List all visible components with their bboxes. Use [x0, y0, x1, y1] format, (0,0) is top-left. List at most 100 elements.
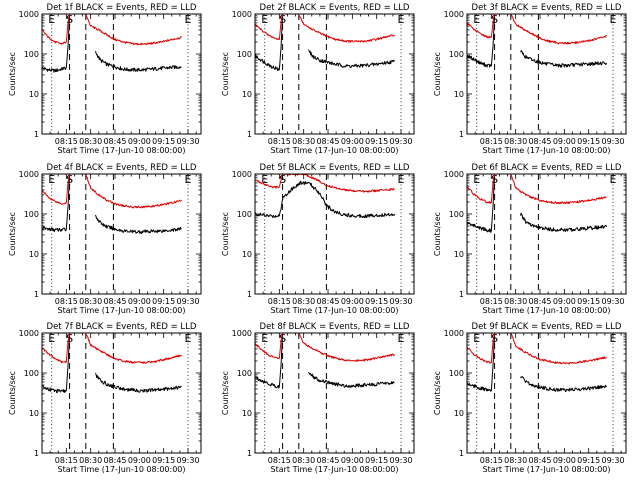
- lld-series-line: [510, 333, 607, 365]
- y-tick-label: 1: [459, 290, 464, 299]
- plot-frame: [41, 173, 202, 295]
- panel-det-2: Det 2f BLACK = Events, RED = LLD 1 10 100 10…: [221, 3, 415, 155]
- x-tick-label: 08:30: [292, 137, 315, 146]
- x-tick-label: 08:15: [55, 456, 78, 465]
- series-group: [255, 174, 395, 219]
- series-group: [255, 14, 395, 71]
- x-tick-label: 08:45: [103, 297, 126, 306]
- events-series-line: [42, 15, 71, 73]
- plot-frame: [254, 173, 415, 295]
- x-tick-label: 08:45: [316, 456, 339, 465]
- marker-label: E: [610, 332, 617, 345]
- lld-series-line: [85, 333, 182, 364]
- x-tick-label: 08:15: [55, 297, 78, 306]
- events-series-line: [255, 334, 284, 389]
- panel-title: Det 9f BLACK = Events, RED = LLD: [472, 322, 622, 332]
- y-tick-label: 1: [247, 290, 252, 299]
- events-series-line: [255, 180, 395, 219]
- x-axis-label: Start Time (17-Jun-10 08:00:00): [58, 306, 186, 315]
- x-axis-label: Start Time (17-Jun-10 08:00:00): [483, 146, 611, 155]
- lld-series-line: [467, 174, 496, 204]
- x-tick-label: 09:15: [577, 137, 600, 146]
- panel-title: Det 8f BLACK = Events, RED = LLD: [260, 322, 410, 332]
- panel-det-5: Det 5f BLACK = Events, RED = LLD 1 10 100 10…: [221, 163, 415, 315]
- panel-title: Det 1f BLACK = Events, RED = LLD: [47, 3, 197, 13]
- marker-label: E: [185, 13, 192, 26]
- x-tick-label: 09:15: [577, 456, 600, 465]
- y-tick-label: 100: [237, 369, 252, 378]
- marker-label: E: [48, 332, 55, 345]
- x-tick-label: 09:30: [601, 297, 624, 306]
- x-tick-label: 09:30: [601, 456, 624, 465]
- plot-frame: [466, 13, 627, 135]
- y-axis-label: Counts/sec: [433, 212, 442, 256]
- x-tick-label: 09:30: [176, 297, 199, 306]
- panel-det-1: Det 1f BLACK = Events, RED = LLD 1 10 100 10…: [8, 3, 202, 155]
- x-tick-label: 09:30: [176, 137, 199, 146]
- x-tick-label: 09:00: [128, 297, 151, 306]
- y-tick-label: 100: [24, 50, 39, 59]
- y-tick-label: 100: [449, 369, 464, 378]
- marker-label: E: [473, 173, 480, 186]
- events-series-line: [520, 50, 607, 68]
- x-tick-label: 09:15: [152, 297, 175, 306]
- y-tick-label: 10: [242, 90, 252, 99]
- x-tick-label: 08:30: [504, 137, 527, 146]
- x-tick-label: 08:15: [268, 456, 291, 465]
- x-tick-label: 09:00: [553, 137, 576, 146]
- marker-label: E: [473, 13, 480, 26]
- x-tick-label: 09:00: [341, 456, 364, 465]
- x-tick-label: 09:00: [553, 297, 576, 306]
- x-tick-label: 08:30: [79, 297, 102, 306]
- marker-label: E: [473, 332, 480, 345]
- events-series-line: [95, 50, 182, 72]
- y-tick-label: 1000: [444, 10, 464, 19]
- y-tick-label: 1: [34, 290, 39, 299]
- lld-series-line: [255, 333, 284, 360]
- lld-series-line: [298, 333, 395, 362]
- y-tick-label: 1000: [19, 10, 39, 19]
- panel-title: Det 2f BLACK = Events, RED = LLD: [260, 3, 410, 13]
- marker-label: E: [185, 173, 192, 186]
- x-tick-label: 08:45: [528, 137, 551, 146]
- y-tick-label: 1000: [19, 329, 39, 338]
- x-tick-label: 09:00: [128, 137, 151, 146]
- x-tick-label: 09:00: [341, 137, 364, 146]
- series-group: [42, 14, 182, 73]
- lld-series-line: [255, 14, 284, 40]
- events-series-line: [520, 376, 607, 392]
- plot-frame: [254, 13, 415, 135]
- x-tick-label: 08:15: [480, 137, 503, 146]
- y-tick-label: 1000: [444, 170, 464, 179]
- panel-title: Det 3f BLACK = Events, RED = LLD: [472, 3, 622, 13]
- plot-frame: [41, 332, 202, 454]
- events-series-line: [520, 212, 607, 232]
- y-tick-label: 10: [242, 250, 252, 259]
- lld-series-line: [255, 174, 395, 193]
- x-tick-label: 08:45: [316, 137, 339, 146]
- series-group: [42, 174, 182, 234]
- x-tick-label: 08:15: [268, 137, 291, 146]
- marker-label: E: [610, 173, 617, 186]
- y-axis-label: Counts/sec: [8, 212, 17, 256]
- x-tick-label: 08:45: [103, 137, 126, 146]
- y-tick-label: 1000: [232, 170, 252, 179]
- y-axis-label: Counts/sec: [221, 371, 230, 415]
- series-group: [255, 333, 395, 389]
- x-tick-label: 08:15: [480, 456, 503, 465]
- y-tick-label: 1: [34, 449, 39, 458]
- lld-series-line: [85, 14, 182, 46]
- x-axis-label: Start Time (17-Jun-10 08:00:00): [483, 465, 611, 474]
- x-tick-label: 09:15: [365, 297, 388, 306]
- lld-series-line: [467, 14, 496, 39]
- y-tick-label: 10: [29, 90, 39, 99]
- panel-det-3: Det 3f BLACK = Events, RED = LLD 1 10 100 10…: [433, 3, 627, 155]
- x-axis-label: Start Time (17-Jun-10 08:00:00): [271, 465, 399, 474]
- x-axis-label: Start Time (17-Jun-10 08:00:00): [271, 306, 399, 315]
- y-tick-label: 10: [29, 250, 39, 259]
- x-tick-label: 08:30: [292, 456, 315, 465]
- panel-det-6: Det 6f BLACK = Events, RED = LLD 1 10 100 10…: [433, 163, 627, 315]
- y-tick-label: 1000: [19, 170, 39, 179]
- plot-frame: [254, 332, 415, 454]
- marker-label: E: [261, 13, 268, 26]
